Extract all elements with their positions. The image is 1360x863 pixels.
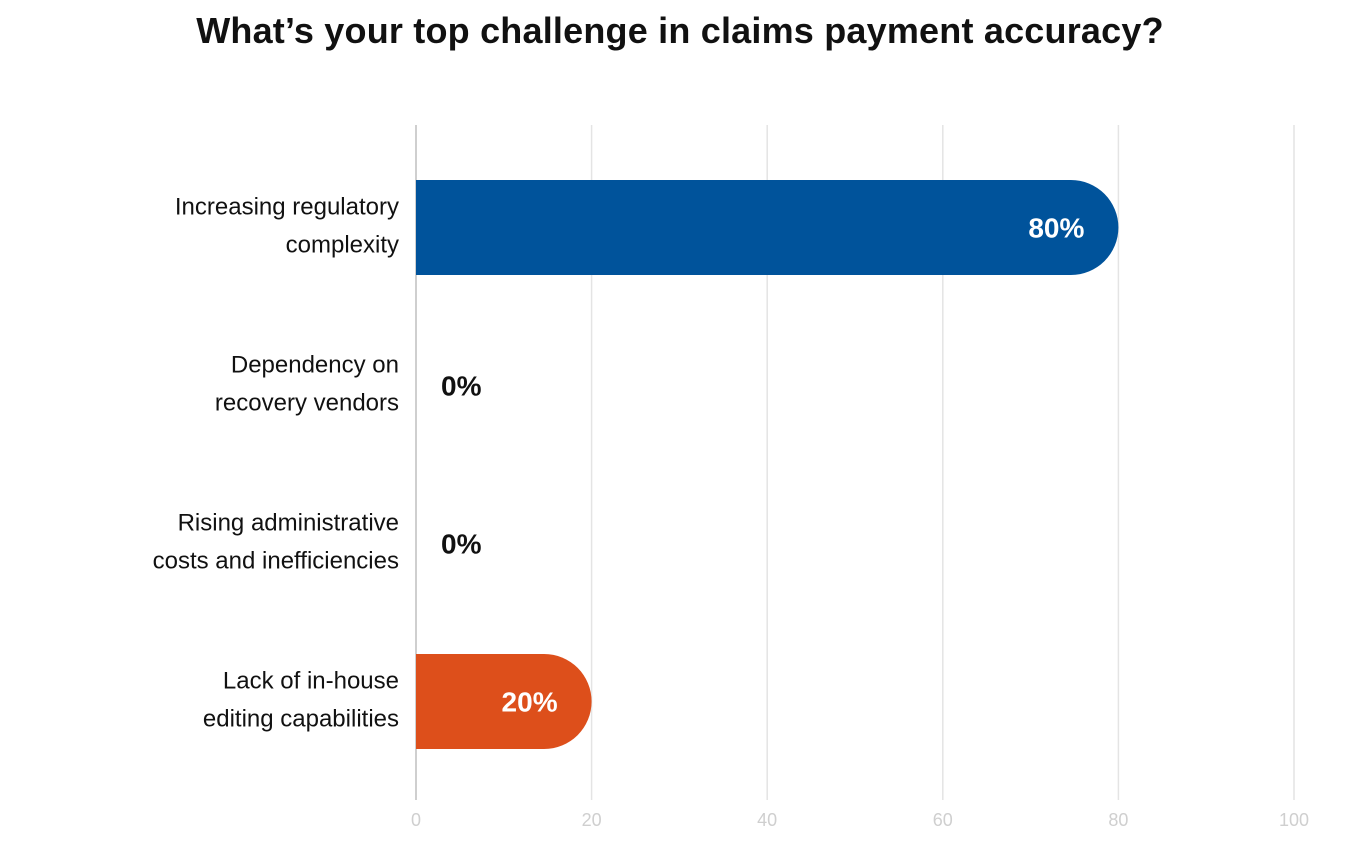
bars [416,180,1119,749]
category-label: complexity [286,232,399,259]
x-tick-label: 0 [411,810,421,830]
x-tick-label: 40 [757,810,777,830]
value-label: 0% [441,371,482,402]
category-label: Dependency on [231,352,399,379]
value-label: 20% [502,687,558,718]
category-label: Lack of in-house [223,668,399,695]
x-tick-label: 100 [1279,810,1309,830]
x-tick-label: 20 [582,810,602,830]
category-label: Rising administrative [178,510,399,537]
category-labels: Increasing regulatory complexity Dependenc… [153,194,399,733]
x-tick-labels: 0 20 40 60 80 100 [411,810,1309,830]
category-label: recovery vendors [215,390,399,417]
value-label: 0% [441,529,482,560]
category-label: Increasing regulatory [175,194,399,221]
chart-title: What’s your top challenge in claims paym… [196,10,1164,51]
value-labels: 80% 0% 0% 20% [441,213,1084,718]
value-label: 80% [1028,213,1084,244]
category-label: editing capabilities [203,706,399,733]
bar [416,180,1119,275]
category-label: costs and inefficiencies [153,548,399,575]
x-tick-label: 60 [933,810,953,830]
x-tick-label: 80 [1108,810,1128,830]
bar [416,654,592,749]
